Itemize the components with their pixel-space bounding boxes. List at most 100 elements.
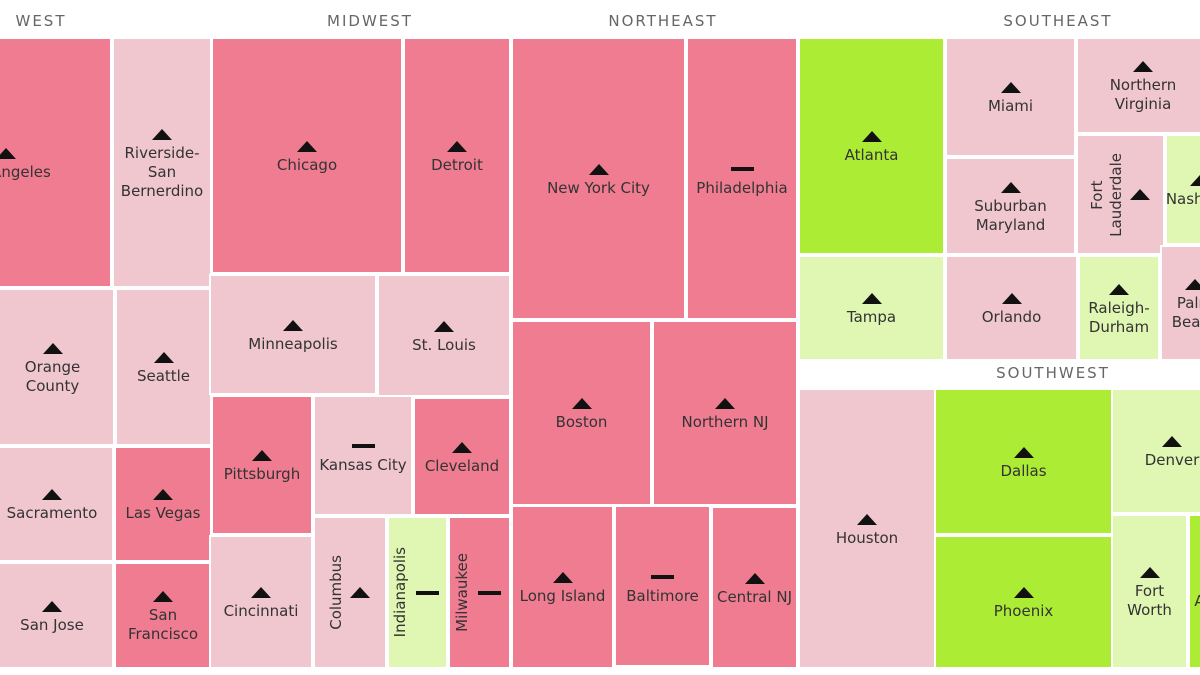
- triangle-up-icon: [1000, 82, 1021, 93]
- tile-denver[interactable]: Denver: [1111, 388, 1200, 514]
- tile-fort-lauderdale[interactable]: Fort Lauderdale: [1076, 134, 1165, 255]
- tile-label: Las Vegas: [125, 504, 201, 522]
- tile-cincinnati[interactable]: Cincinnati: [209, 535, 313, 669]
- region-label-midwest: MIDWEST: [327, 12, 413, 30]
- triangle-up-icon: [1109, 283, 1129, 295]
- tile-minneapolis[interactable]: Minneapolis: [209, 274, 377, 395]
- tile-label: Northern Virginia: [1109, 76, 1177, 113]
- tile-label: Los Angeles: [0, 162, 51, 181]
- tile-pittsburgh[interactable]: Pittsburgh: [211, 395, 313, 535]
- tile-label: Dallas: [1000, 461, 1047, 480]
- tile-label: Minneapolis: [248, 334, 338, 353]
- triangle-up-icon: [1013, 446, 1034, 458]
- tile-sacramento[interactable]: Sacramento: [0, 446, 114, 562]
- tile-label: Fort Worth: [1127, 582, 1172, 619]
- tile-austin[interactable]: Austin: [1188, 514, 1200, 669]
- tile-atlanta[interactable]: Atlanta: [798, 37, 945, 255]
- tile-indianapolis[interactable]: Indianapolis: [387, 516, 448, 669]
- tile-label: Seattle: [136, 367, 191, 385]
- dash-icon: [730, 167, 754, 171]
- tile-san-jose[interactable]: San Jose: [0, 562, 114, 669]
- region-label-southeast: SOUTHEAST: [1003, 12, 1113, 30]
- triangle-up-icon: [452, 441, 472, 453]
- tile-riverside-san-bernerdino[interactable]: Riverside- San Bernerdino: [112, 37, 212, 288]
- triangle-up-icon: [0, 147, 16, 159]
- tile-milwaukee[interactable]: Milwaukee: [448, 516, 511, 669]
- tile-label: Miami: [987, 97, 1034, 115]
- tile-long-island[interactable]: Long Island: [511, 505, 614, 669]
- triangle-up-icon: [447, 140, 467, 152]
- triangle-up-icon: [1190, 174, 1200, 186]
- triangle-up-icon: [349, 587, 370, 598]
- tile-central-nj[interactable]: Central NJ: [711, 506, 798, 669]
- tile-label: Long Island: [519, 587, 606, 605]
- tile-label: Philadelphia: [696, 179, 788, 197]
- tile-kansas-city[interactable]: Kansas City: [313, 395, 413, 516]
- tile-label: Detroit: [431, 155, 483, 174]
- tile-orange-county[interactable]: Orange County: [0, 288, 115, 446]
- region-label-northeast: NORTHEAST: [608, 12, 718, 30]
- triangle-up-icon: [857, 513, 877, 525]
- triangle-up-icon: [744, 572, 765, 584]
- tile-tampa[interactable]: Tampa: [798, 255, 945, 361]
- triangle-up-icon: [153, 352, 174, 363]
- tile-label: Kansas City: [319, 456, 407, 474]
- tile-seattle[interactable]: Seattle: [115, 288, 212, 446]
- tile-label: Columbus: [326, 555, 345, 630]
- tile-label: Milwaukee: [452, 553, 471, 632]
- triangle-up-icon: [152, 128, 172, 140]
- tile-label: Sacramento: [6, 504, 98, 522]
- tile-label: Fort Lauderdale: [1087, 152, 1125, 237]
- tile-houston[interactable]: Houston: [798, 388, 936, 669]
- tile-label: San Jose: [20, 615, 84, 634]
- tile-los-angeles[interactable]: Los Angeles: [0, 37, 112, 288]
- dash-icon: [415, 590, 439, 595]
- triangle-up-icon: [283, 319, 303, 331]
- tile-label: Palm Beach: [1171, 293, 1200, 331]
- dash-icon: [651, 574, 674, 579]
- tile-label: Suburban Maryland: [974, 196, 1047, 234]
- tile-philadelphia[interactable]: Philadelphia: [686, 37, 798, 320]
- tile-fort-worth[interactable]: Fort Worth: [1111, 514, 1188, 669]
- triangle-up-icon: [252, 450, 272, 461]
- tile-new-york-city[interactable]: New York City: [511, 37, 686, 320]
- tile-label: Orange County: [24, 357, 81, 395]
- tile-baltimore[interactable]: Baltimore: [614, 505, 711, 667]
- tile-phoenix[interactable]: Phoenix: [934, 535, 1113, 669]
- tile-label: Houston: [835, 528, 899, 547]
- tile-palm-beach[interactable]: Palm Beach: [1160, 245, 1200, 361]
- dash-icon: [351, 444, 375, 448]
- tile-label: Atlanta: [844, 146, 899, 164]
- triangle-up-icon: [42, 489, 62, 500]
- tile-label: Chicago: [276, 155, 338, 174]
- tile-las-vegas[interactable]: Las Vegas: [114, 446, 212, 562]
- tile-orlando[interactable]: Orlando: [945, 255, 1078, 361]
- tile-san-francisco[interactable]: San Francisco: [114, 562, 212, 669]
- triangle-up-icon: [861, 293, 882, 304]
- tile-detroit[interactable]: Detroit: [403, 37, 511, 274]
- triangle-up-icon: [1133, 61, 1153, 72]
- tile-columbus[interactable]: Columbus: [313, 516, 387, 669]
- triangle-up-icon: [715, 398, 735, 409]
- tile-raleigh-durham[interactable]: Raleigh- Durham: [1078, 255, 1160, 361]
- tile-label: Phoenix: [993, 602, 1054, 620]
- tile-label: Riverside- San Bernerdino: [120, 143, 204, 200]
- tile-dallas[interactable]: Dallas: [934, 388, 1113, 535]
- tile-northern-virginia[interactable]: Northern Virginia: [1076, 37, 1200, 134]
- tile-st-louis[interactable]: St. Louis: [377, 274, 511, 397]
- tile-nashville[interactable]: Nashville: [1165, 134, 1200, 245]
- tile-suburban-maryland[interactable]: Suburban Maryland: [945, 157, 1076, 255]
- tile-boston[interactable]: Boston: [511, 320, 652, 506]
- tile-miami[interactable]: Miami: [945, 37, 1076, 157]
- tile-label: Indianapolis: [390, 547, 409, 638]
- tile-northern-nj[interactable]: Northern NJ: [652, 320, 798, 506]
- tile-label: Central NJ: [716, 587, 793, 606]
- tile-chicago[interactable]: Chicago: [211, 37, 403, 274]
- tile-label: Boston: [555, 413, 608, 431]
- tile-label: Orlando: [981, 308, 1042, 326]
- tile-label: Nashville: [1165, 189, 1200, 208]
- triangle-up-icon: [434, 320, 454, 332]
- triangle-up-icon: [1185, 278, 1200, 290]
- tile-cleveland[interactable]: Cleveland: [413, 397, 511, 516]
- triangle-up-icon: [153, 591, 173, 602]
